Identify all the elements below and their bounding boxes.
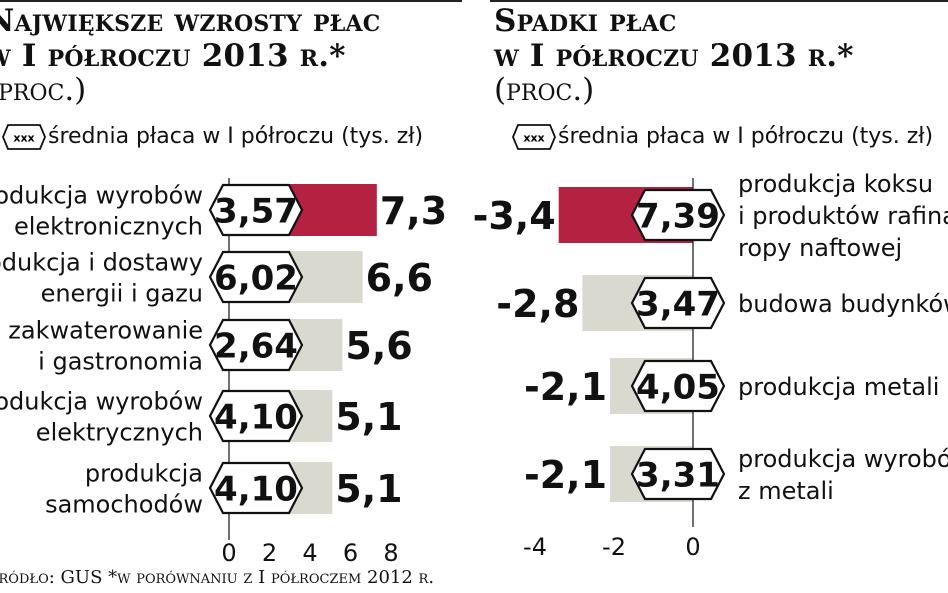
left-chart-unit: (proc.) [0, 72, 87, 108]
left-x-tick-label: 0 [221, 539, 236, 567]
left-value-label: 7,3 [380, 189, 447, 233]
right-avg-salary-badge-text: 7,39 [636, 197, 720, 237]
left-avg-salary-badge-shape [208, 318, 304, 372]
left-category-label: elektrycznych [36, 419, 203, 447]
right-legend-badge: xxx [512, 124, 556, 150]
left-category-label: energii i gazu [41, 280, 203, 308]
left-value-label: 5,1 [335, 467, 402, 511]
left-legend: xxx średnia płaca w I półroczu (tys. zł) [2, 122, 442, 154]
left-avg-salary-badge-text: 2,64 [214, 327, 298, 367]
right-category-label: i produktów rafinacji [738, 202, 948, 230]
right-category-label: ropy naftowej [738, 234, 902, 262]
left-category-label: i gastronomia [38, 348, 203, 376]
right-category-label: budowa budynków [738, 290, 948, 318]
left-legend-text: średnia płaca w I półroczu (tys. zł) [48, 124, 424, 149]
right-avg-salary-badge-shape [630, 188, 726, 242]
left-legend-badge-text: xxx [13, 132, 34, 145]
left-category-label: elektronicznych [14, 213, 203, 241]
left-value-label: 5,6 [345, 324, 412, 368]
left-value-label: 5,1 [335, 395, 402, 439]
right-chart-unit: (proc.) [494, 72, 595, 108]
source-note: Źródło: GUS *w porównaniu z I półroczem … [0, 567, 435, 588]
left-x-tick-label: 4 [302, 539, 317, 567]
right-x-tick-label: -2 [602, 533, 626, 561]
right-top-rule [490, 0, 948, 2]
left-category-label: zakwaterowanie [8, 317, 203, 345]
left-category-label: Produkcja wyrobów [0, 388, 203, 416]
left-x-tick-label: 8 [383, 539, 398, 567]
left-category-label: Produkcja wyrobów [0, 182, 203, 210]
left-avg-salary-badge-shape [208, 461, 304, 515]
left-avg-salary-badge-shape [208, 389, 304, 443]
left-avg-salary-badge-text: 4,10 [214, 470, 298, 510]
right-value-label: -2,1 [524, 453, 607, 497]
right-avg-salary-badge-shape [630, 359, 726, 413]
left-category-label: produkcja [85, 460, 203, 488]
left-category-label: samochodów [45, 491, 203, 519]
left-chart-title-line-1: Największe wzrosty płac [0, 3, 381, 39]
right-avg-salary-badge-text: 3,31 [636, 456, 720, 496]
right-avg-salary-badge-text: 4,05 [636, 368, 720, 408]
right-legend-badge-text: xxx [523, 132, 544, 145]
right-category-label: z metali [738, 477, 834, 505]
right-avg-salary-badge-shape [630, 447, 726, 501]
right-x-tick-label: 0 [685, 533, 700, 561]
right-category-label: produkcja metali [738, 373, 939, 401]
left-avg-salary-badge-shape [208, 183, 304, 237]
right-legend-text: średnia płaca w I półroczu (tys. zł) [558, 124, 934, 149]
right-avg-salary-badge-text: 3,47 [636, 285, 720, 325]
right-category-label: produkcja wyrobów [738, 445, 948, 473]
right-x-tick-label: -4 [523, 533, 547, 561]
right-value-label: -2,1 [524, 365, 607, 409]
left-x-tick-label: 6 [343, 539, 358, 567]
right-value-label: -2,8 [496, 282, 579, 326]
left-avg-salary-badge-text: 6,02 [214, 259, 298, 299]
left-category-label: Produkcja i dostawy [0, 249, 203, 277]
left-avg-salary-badge-text: 4,10 [214, 398, 298, 438]
left-avg-salary-badge-text: 3,57 [214, 192, 298, 232]
left-avg-salary-badge-shape [208, 250, 304, 304]
left-chart-title-line-2: w I półroczu 2013 r.* [0, 38, 346, 74]
right-category-label: produkcja koksu [738, 170, 933, 198]
right-avg-salary-badge-shape [630, 276, 726, 330]
right-value-label: -3,4 [473, 194, 556, 238]
left-x-tick-label: 2 [262, 539, 277, 567]
left-legend-badge: xxx [2, 124, 46, 150]
right-legend: xxx średnia płaca w I półroczu (tys. zł) [512, 122, 948, 154]
right-chart-title-line-2: w I półroczu 2013 r.* [494, 38, 854, 74]
right-chart-title-line-1: Spadki płac [494, 3, 677, 39]
left-top-rule [0, 0, 462, 2]
left-value-label: 6,6 [366, 256, 433, 300]
